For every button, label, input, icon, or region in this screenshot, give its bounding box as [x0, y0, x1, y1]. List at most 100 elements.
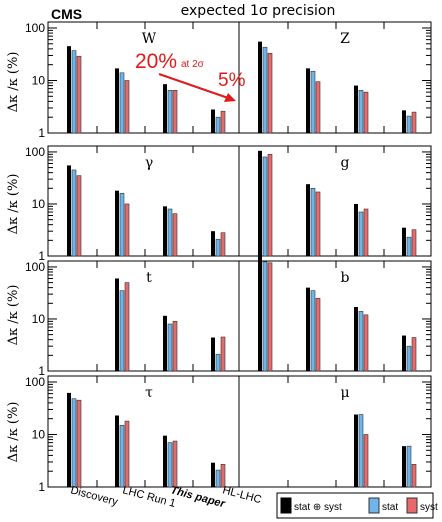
legend-label: stat ⊕ syst — [294, 502, 342, 513]
x-category-label: Discovery — [69, 484, 119, 508]
bar-stat — [406, 345, 412, 372]
bar-stat — [119, 72, 125, 134]
bar-stat-syst — [354, 203, 358, 256]
y-axis-label-4: Δκ /κ (%) — [6, 402, 21, 463]
bar-syst — [172, 213, 178, 257]
bar-stat-syst — [115, 415, 119, 487]
y-tick-label: 100 — [25, 145, 45, 159]
bar-stat — [406, 115, 412, 134]
bar-stat-syst — [211, 462, 215, 487]
bar-stat — [310, 290, 316, 372]
bar-stat-syst — [258, 41, 262, 133]
annotation-20pct: 20% — [135, 50, 177, 73]
bar-syst — [172, 440, 178, 488]
bar-stat-syst — [211, 337, 215, 371]
bar-syst — [124, 282, 130, 372]
y-tick-label: 10 — [32, 312, 46, 326]
y-tick-label: 100 — [25, 260, 45, 274]
bar-syst — [124, 420, 130, 488]
legend-swatch — [368, 497, 380, 514]
bar-stat-syst — [402, 335, 406, 371]
bar-stat — [167, 208, 173, 257]
panel-row-3: 1 10 100 t b — [25, 254, 432, 378]
panels-layer: 1 10 100 W Z 1 10 100 γ g 1 10 100 t b 1 10 100 τ μ — [25, 21, 432, 494]
bar-stat — [406, 236, 412, 257]
bar-syst — [411, 111, 417, 134]
bar-stat — [167, 90, 173, 134]
legend-label: syst — [420, 502, 438, 513]
bar-stat — [262, 46, 268, 134]
bar-stat — [71, 50, 77, 134]
bar-stat — [215, 469, 221, 488]
bar-stat — [167, 442, 173, 488]
panel-row-2: 1 10 100 γ g — [25, 145, 432, 263]
bar-syst — [172, 321, 178, 372]
bar-syst — [411, 229, 417, 257]
bar-stat-syst — [258, 150, 262, 256]
bar-stat-syst — [67, 46, 71, 133]
bar-stat — [215, 353, 221, 372]
annotation-5pct: 5% — [218, 70, 246, 91]
panel-label: W — [142, 31, 157, 47]
experiment-label: CMS — [51, 6, 82, 22]
bar-stat — [406, 445, 412, 488]
bar-stat — [262, 156, 268, 257]
annotation: 20% at 2σ 5% — [135, 50, 246, 102]
bar-syst — [124, 80, 130, 134]
x-category-label: LHC Run 1 — [121, 484, 177, 510]
bar-stat-syst — [163, 315, 167, 371]
y-tick-label: 100 — [25, 375, 45, 389]
bar-syst — [315, 297, 321, 372]
bar-syst — [363, 434, 369, 488]
bar-stat-syst — [354, 306, 358, 371]
bar-stat-syst — [163, 206, 167, 256]
bar-stat — [167, 323, 173, 372]
legend-swatch — [406, 497, 418, 514]
bar-syst — [220, 110, 226, 134]
y-tick-label: 1 — [38, 480, 45, 494]
bar-stat — [71, 169, 77, 257]
bar-syst — [76, 399, 82, 488]
y-tick-label: 10 — [32, 427, 46, 441]
bar-syst — [124, 203, 130, 257]
bar-syst — [76, 175, 82, 257]
bar-stat — [262, 261, 268, 372]
bar-syst — [411, 337, 417, 372]
bar-stat-syst — [211, 109, 215, 133]
annotation-2sigma: at 2σ — [181, 59, 205, 70]
annotation-arrow-line — [158, 73, 232, 100]
bar-stat — [215, 116, 221, 134]
y-tick-label: 10 — [32, 197, 46, 211]
panel-label: γ — [145, 155, 153, 171]
bar-stat-syst — [115, 278, 119, 371]
bar-syst — [363, 91, 369, 134]
bar-stat-syst — [306, 287, 310, 371]
bar-stat-syst — [67, 165, 71, 256]
bar-syst — [267, 52, 273, 134]
bar-stat-syst — [402, 446, 406, 487]
annotation-arrowhead — [224, 93, 236, 102]
legend-label: stat — [382, 502, 398, 513]
legend-swatch — [280, 497, 292, 514]
y-tick-label: 1 — [38, 126, 45, 140]
bar-stat-syst — [115, 68, 119, 133]
y-tick-label: 100 — [25, 21, 45, 35]
bar-stat — [215, 238, 221, 257]
bar-stat-syst — [163, 435, 167, 487]
bar-syst — [267, 262, 273, 372]
panel-label: Z — [340, 31, 350, 47]
bar-stat — [119, 424, 125, 488]
bar-stat — [358, 211, 364, 257]
bar-stat — [358, 90, 364, 134]
y-axis-label-3: Δκ /κ (%) — [6, 285, 21, 346]
bar-syst — [220, 232, 226, 257]
y-axis-label-1: Δκ /κ (%) — [6, 52, 21, 113]
legend: stat ⊕ syst stat syst — [276, 492, 438, 519]
y-tick-label: 10 — [32, 73, 46, 87]
bar-syst — [315, 191, 321, 257]
y-tick-label: 1 — [38, 364, 45, 378]
bar-stat-syst — [67, 392, 71, 487]
panel-label: μ — [340, 385, 349, 401]
bar-stat — [310, 70, 316, 134]
